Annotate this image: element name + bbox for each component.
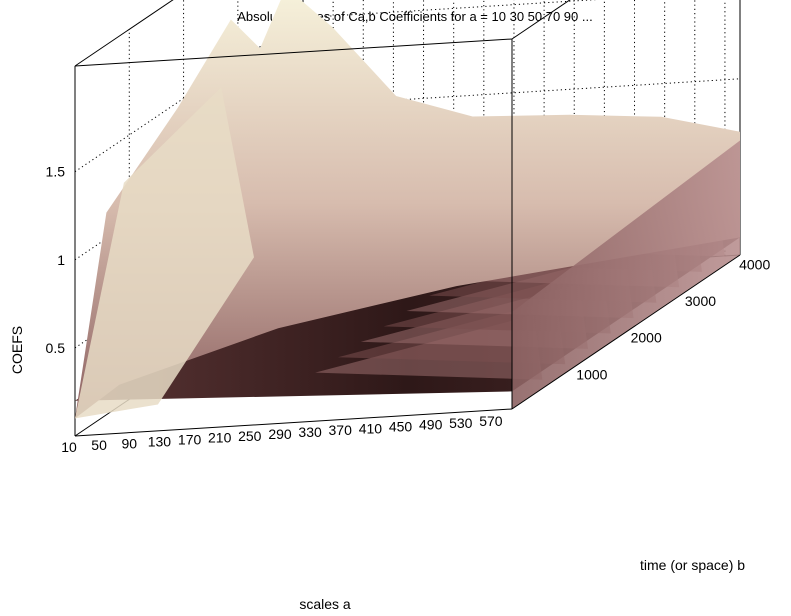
x-tick-label-9: 370 [329,422,353,438]
z-tick-label-1: 1 [57,252,65,268]
y-tick-label-0: 1000 [576,366,607,382]
x-tick-label-6: 250 [238,428,262,444]
surface-right-edge [512,140,740,409]
box-edge-front-3 [74,38,513,67]
chart-title: Absolute Values of Ca,b Coefficients for… [237,9,592,24]
y-axis-label: time (or space) b [640,557,745,573]
x-tick-label-2: 90 [122,435,138,451]
x-tick-label-11: 450 [389,419,413,435]
x-tick-label-4: 170 [178,432,202,448]
y-tick-label-2: 3000 [685,293,716,309]
surface-ridge [75,0,740,419]
box-edge-front-1 [511,254,741,410]
y-tick-label-3: 4000 [739,256,770,272]
x-tick-label-8: 330 [298,424,322,440]
z-tick-label-2: 1.5 [46,164,66,180]
x-tick-label-1: 50 [91,437,107,453]
tick-labels: 10 50 90 130 170 210 250 290 330 370 410 450 490 530 5… [46,164,771,455]
x-axis-label: scales a [299,596,351,612]
x-tick-label-3: 130 [148,433,172,449]
z-tick-label-0: 0.5 [46,340,66,356]
x-tick-label-12: 490 [419,417,443,433]
box-edge-front-4 [511,0,571,40]
grid-z-1 [74,78,741,261]
z-axis-label: COEFS [9,326,25,374]
y-tick-label-1: 2000 [631,330,662,346]
surface-mesh [75,0,740,419]
x-tick-label-0: 10 [61,439,77,455]
x-tick-label-13: 530 [449,415,473,431]
x-tick-label-10: 410 [359,420,383,436]
x-tick-label-14: 570 [479,413,503,429]
x-tick-label-7: 290 [268,426,292,442]
axes-box-front [74,0,741,437]
box-edge-front-0 [74,408,513,437]
x-tick-label-5: 210 [208,430,232,446]
box-edge-back-0 [74,0,174,67]
surface-front-slope [75,87,254,419]
